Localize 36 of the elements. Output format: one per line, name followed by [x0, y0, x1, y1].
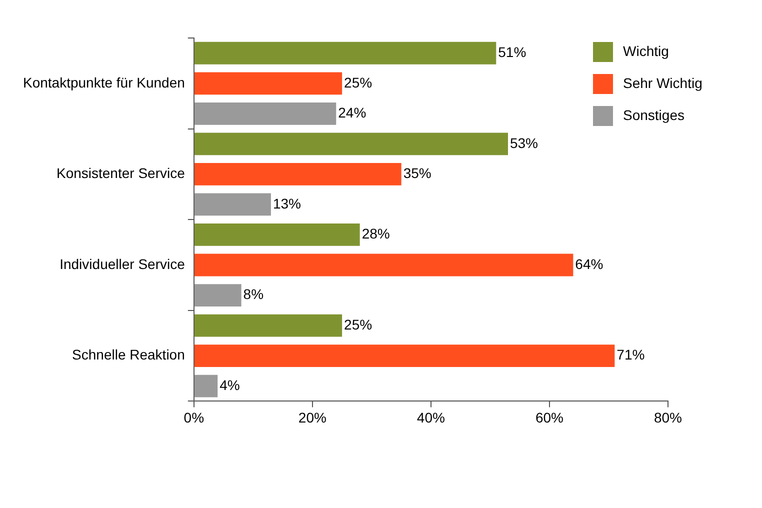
bar [194, 193, 271, 216]
bar [194, 163, 402, 186]
data-label: 64% [575, 256, 604, 272]
bar [194, 254, 574, 276]
legend-label: Wichtig [623, 42, 669, 59]
bar [194, 314, 342, 337]
data-label: 24% [338, 104, 366, 121]
bar [194, 224, 360, 246]
bar [194, 132, 508, 156]
data-label: 4% [220, 376, 240, 393]
legend-label: Sonstiges [623, 106, 684, 123]
bar [194, 42, 496, 64]
y-tick-label: Individueller Service [60, 256, 186, 272]
bar [194, 102, 336, 125]
x-tick-label: 80% [654, 409, 682, 426]
y-tick-label: Konsistenter Service [56, 165, 186, 182]
y-tick-label: Schnelle Reaktion [72, 346, 185, 363]
x-tick-label: 20% [298, 409, 326, 426]
data-label: 71% [616, 346, 645, 363]
bar [194, 284, 242, 306]
data-label: 51% [498, 44, 526, 60]
x-tick-label: 40% [416, 409, 445, 426]
data-label: 53% [510, 134, 538, 151]
bar [194, 344, 615, 367]
x-tick-label: 0% [184, 409, 204, 426]
bar [194, 72, 342, 95]
data-label: 25% [344, 316, 372, 332]
legend-label: Sehr Wichtig [623, 74, 702, 91]
data-label: 25% [344, 74, 372, 90]
bar [194, 374, 218, 398]
data-label: 28% [362, 226, 390, 242]
data-label: 35% [403, 165, 432, 182]
y-tick-label: Kontaktpunkte für Kunden [22, 74, 185, 90]
data-label: 8% [243, 286, 264, 302]
x-tick-label: 60% [535, 409, 564, 426]
data-label: 13% [272, 195, 301, 212]
